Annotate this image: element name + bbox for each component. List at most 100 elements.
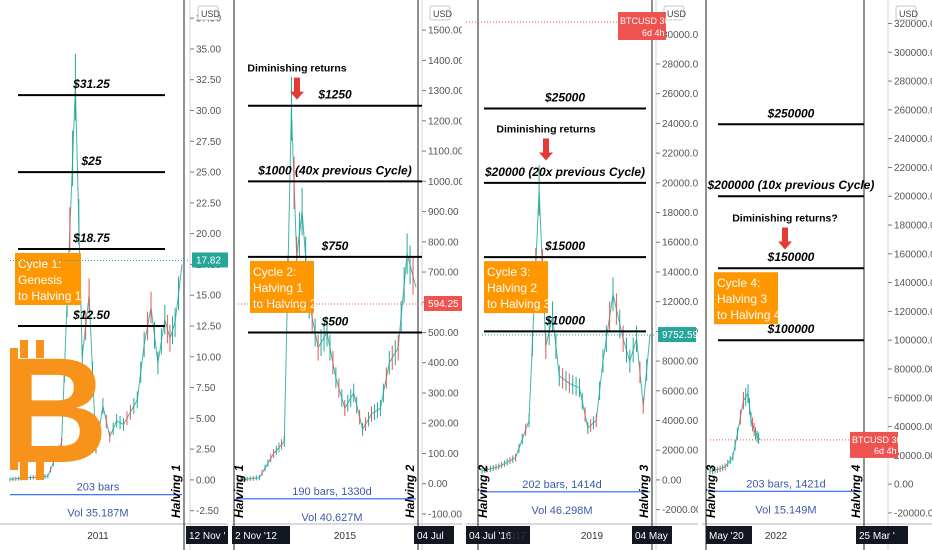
- volume-label: Vol 46.298M: [531, 505, 592, 517]
- y-tick-label: 200.00: [428, 419, 459, 430]
- y-tick-label: 2000.00: [662, 446, 698, 457]
- cycle-label-text: Cycle 3:: [487, 265, 530, 279]
- y-tick-label: 320000.00: [894, 19, 932, 30]
- cycle-label-text: to Halving 4: [717, 308, 781, 322]
- cycle-label-box: [484, 261, 548, 314]
- y-tick-label: 80000.00: [894, 364, 932, 375]
- x-tick-label: 25 Mar ': [859, 531, 895, 542]
- arrow-label: Diminishing returns: [247, 63, 346, 75]
- x-tick-label: 2 Nov '12: [235, 531, 277, 542]
- y-tick-label: 14000.00: [662, 267, 698, 278]
- halving-label-left: Halving 1: [232, 464, 246, 518]
- y-tick-label: 2.50: [196, 445, 216, 456]
- price-tag: [658, 327, 696, 343]
- logo-part: [36, 340, 44, 358]
- y-tick-label: 16000.00: [662, 238, 698, 249]
- y-tick-label: 26000.00: [662, 89, 698, 100]
- y-tick-label: -2000.00: [662, 505, 698, 516]
- y-tick-label: 25.00: [196, 168, 221, 179]
- x-tick-label: 04 May: [635, 531, 668, 542]
- cycle-label-text: Halving 1: [253, 281, 303, 295]
- y-tick-label: 200000.00: [894, 192, 932, 203]
- cycle-label-text: Cycle 1:: [18, 257, 61, 271]
- y-tick-label: 22000.00: [662, 149, 698, 160]
- target-label: $750: [321, 239, 349, 253]
- y-tick-label: 100.00: [428, 449, 459, 460]
- price-tag-sub: 6d 4h: [874, 446, 897, 456]
- volume-label: Vol 35.187M: [67, 508, 128, 520]
- y-tick-label: 300000.00: [894, 48, 932, 59]
- cycle-label-box: [15, 253, 81, 306]
- chart-panel-cycle-1: 37.5035.0032.5030.0027.5025.0022.5020.00…: [0, 0, 228, 550]
- target-label: $25: [80, 154, 101, 168]
- x-label-box: [414, 526, 454, 544]
- cycle-label-text: Cycle 2:: [253, 265, 296, 279]
- halving-label-right: Halving 3: [637, 464, 651, 518]
- logo-part: [20, 340, 28, 358]
- y-tick-label: -2.50: [196, 506, 219, 517]
- y-tick-label: 260000.00: [894, 105, 932, 116]
- target-label: $500: [321, 315, 349, 329]
- y-tick-label: 30000.00: [662, 30, 698, 41]
- y-tick-label: 24000.00: [662, 119, 698, 130]
- target-label: $150000: [767, 250, 815, 264]
- currency-label: USD: [433, 9, 453, 19]
- target-label: $1000 (40x previous Cycle): [257, 163, 411, 177]
- y-tick-label: -100.00: [428, 509, 462, 520]
- currency-box: [429, 5, 451, 21]
- y-tick-label: 1200.00: [428, 116, 462, 127]
- y-tick-label: 12.50: [196, 321, 221, 332]
- currency-box: [895, 5, 917, 21]
- x-label-box: [466, 526, 530, 544]
- price-series: [709, 392, 761, 472]
- y-tick-label: 400.00: [428, 358, 459, 369]
- y-tick-label: 27.50: [196, 137, 221, 148]
- y-tick-label: 40000.00: [894, 422, 932, 433]
- y-tick-label: 35.00: [196, 44, 221, 55]
- x-label-box: [856, 526, 908, 544]
- chart-panel-cycle-4: 320000.00 300000.00 280000.00 260000.00 2400…: [702, 0, 932, 550]
- target-label: $15000: [544, 239, 585, 253]
- panel-divider: [698, 0, 702, 550]
- y-tick-label: 0.00: [662, 475, 682, 486]
- halving-label-right: Halving 4: [849, 464, 863, 518]
- halving-label-right: Halving 1: [169, 464, 183, 518]
- y-tick-label: 5.00: [196, 414, 216, 425]
- y-tick-label: 20000.00: [662, 178, 698, 189]
- y-tick-label: 28000.00: [662, 59, 698, 70]
- x-tick-label: 12 Nov ': [189, 531, 225, 542]
- logo-part: [10, 348, 18, 470]
- bars-count-label: 190 bars, 1330d: [292, 486, 372, 498]
- cycle-label-text: Cycle 4:: [717, 276, 760, 290]
- chart-svg: 30000.00 28000.00 26000.00 24000.00 22000.00…: [466, 0, 698, 550]
- arrow-down-icon: [290, 77, 304, 100]
- price-tag: [850, 431, 898, 458]
- y-tick-label: 20000.00: [894, 451, 932, 462]
- price-series: [237, 108, 417, 481]
- cycle-label-box: [250, 260, 314, 313]
- currency-label: USD: [667, 9, 687, 19]
- x-tick-label: 2019: [581, 531, 604, 542]
- chart-svg: 37.5035.0032.5030.0027.5025.0022.5020.00…: [0, 0, 228, 550]
- y-tick-label: 160000.00: [894, 249, 932, 260]
- panel-divider: [228, 0, 232, 550]
- y-tick-label: 900.00: [428, 207, 459, 218]
- bitcoin-logo-icon: B: [0, 326, 108, 494]
- target-label: $25000: [544, 91, 585, 105]
- target-label: $250000: [767, 106, 815, 120]
- bars-count-label: 203 bars, 1421d: [746, 478, 826, 490]
- currency-label: USD: [201, 9, 221, 19]
- y-tick-label: 700.00: [428, 268, 459, 279]
- x-label-box: [706, 526, 752, 544]
- cycle-label-text: Halving 2: [487, 281, 537, 295]
- cycle-label-text: to Halving 2: [253, 297, 317, 311]
- price-tag-label: BTCUSD 30713.30: [852, 435, 929, 445]
- halving-label-right: Halving 2: [403, 464, 417, 518]
- bars-count-label: 202 bars, 1414d: [522, 479, 602, 491]
- logo-part: [36, 462, 44, 480]
- cycle-label-text: Genesis: [18, 273, 62, 287]
- y-tick-label: 1300.00: [428, 86, 462, 97]
- y-tick-label: 0.00: [196, 475, 216, 486]
- target-label: $31.25: [72, 77, 110, 91]
- target-label: $12.50: [72, 308, 110, 322]
